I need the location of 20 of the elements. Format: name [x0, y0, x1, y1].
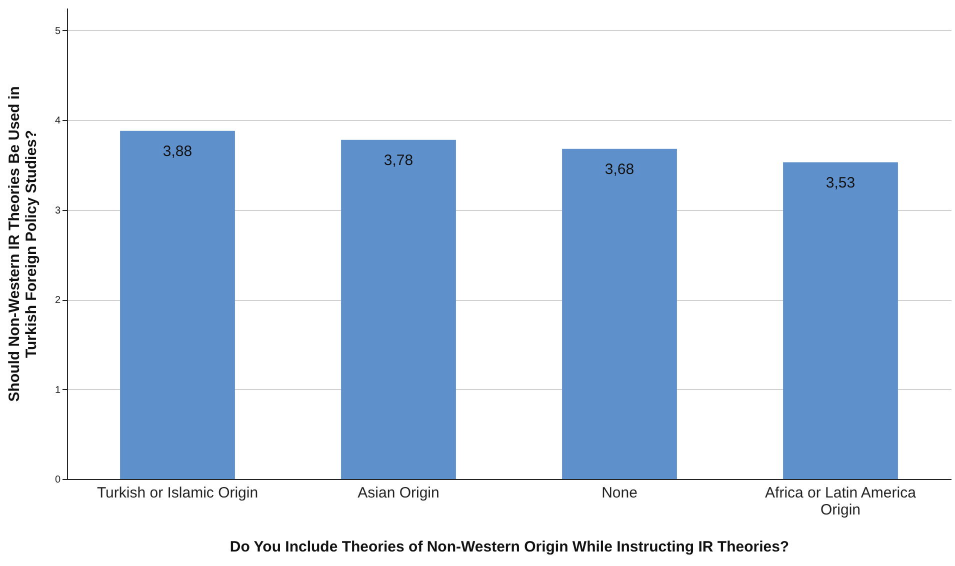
x-tick-label: None [602, 484, 638, 502]
x-tick-label: Asian Origin [358, 484, 440, 502]
y-tick-label: 4 [54, 116, 61, 127]
bar [120, 130, 235, 479]
data-label: 3,68 [604, 160, 634, 178]
x-tick-label: Africa or Latin America Origin [765, 484, 917, 518]
bar [562, 148, 677, 479]
data-label: 3,88 [162, 142, 192, 160]
bar [783, 162, 898, 479]
y-tick-label: 1 [54, 384, 61, 396]
y-tick-label: 5 [54, 26, 61, 37]
data-label: 3,53 [826, 174, 856, 192]
bar [341, 140, 456, 479]
x-tick-label: Turkish or Islamic Origin [96, 484, 258, 502]
y-tick-label: 0 [54, 474, 61, 486]
data-label: 3,78 [384, 152, 414, 169]
y-tick-label: 3 [54, 205, 61, 216]
y-tick-label: 2 [54, 295, 61, 306]
y-axis-title: Should Non-Western IR Theories Be Used in Turkish Foreign Policy Studies? [6, 86, 40, 402]
x-axis-title: Do You Include Theories of Non-Western Origin While Instructing IR Theories? [230, 538, 790, 556]
